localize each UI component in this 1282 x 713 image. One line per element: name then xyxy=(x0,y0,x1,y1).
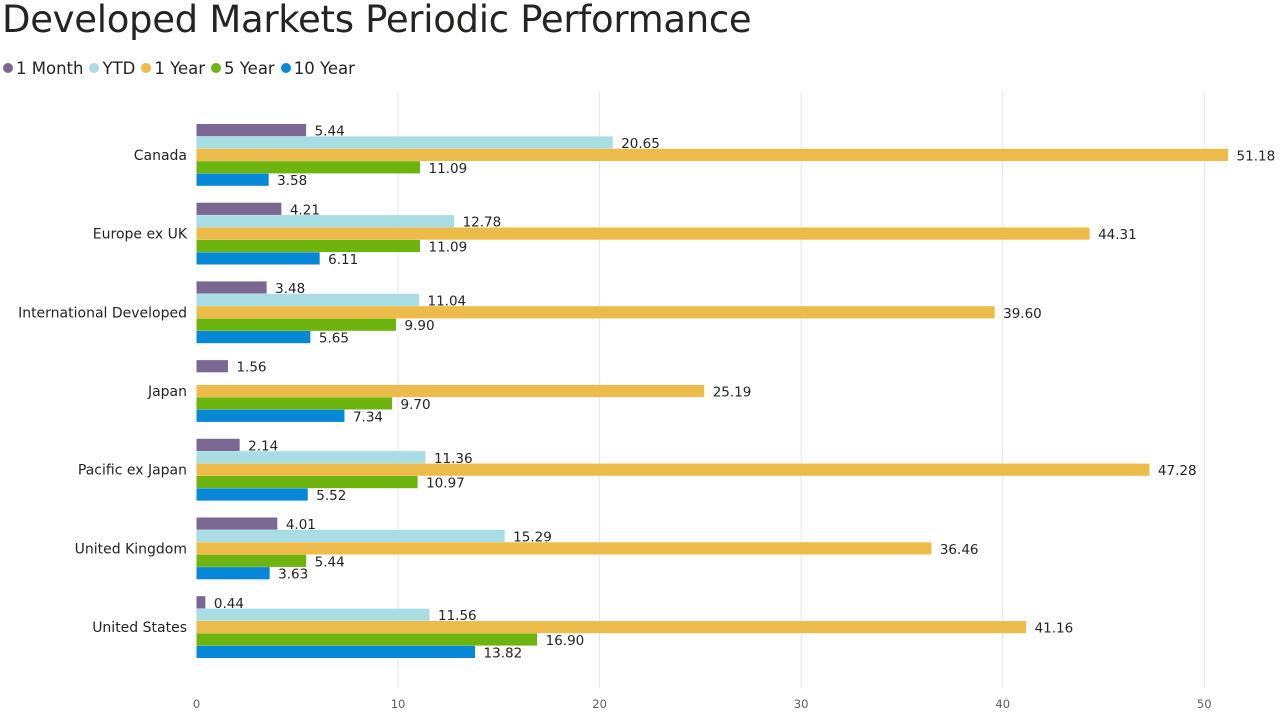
bar xyxy=(196,397,393,410)
bar xyxy=(196,633,538,646)
data-label: 11.36 xyxy=(434,451,473,467)
data-label: 5.44 xyxy=(315,554,345,570)
bar xyxy=(196,227,1090,240)
category-label: United Kingdom xyxy=(75,541,187,557)
data-label: 11.56 xyxy=(438,608,477,624)
data-label: 3.63 xyxy=(278,567,308,583)
bar xyxy=(196,596,206,609)
x-tick-label: 0 xyxy=(193,697,200,711)
data-label: 9.70 xyxy=(401,397,431,413)
bar xyxy=(196,318,397,331)
data-label: 20.65 xyxy=(621,136,660,152)
bar xyxy=(196,488,308,501)
bar xyxy=(196,360,228,373)
chart-title: Developed Markets Periodic Performance xyxy=(2,0,752,41)
bar xyxy=(196,529,505,543)
data-label: 9.90 xyxy=(405,318,435,334)
bar xyxy=(196,621,1027,634)
category-label: Europe ex UK xyxy=(93,227,188,243)
legend-item[interactable]: 1 Year xyxy=(141,59,205,78)
data-label: 11.09 xyxy=(429,161,468,177)
x-tick-label: 30 xyxy=(794,697,809,711)
x-tick-label: 20 xyxy=(592,697,607,711)
data-label: 5.44 xyxy=(315,124,345,140)
bar xyxy=(196,202,282,215)
bar xyxy=(196,384,705,398)
x-tick-label: 10 xyxy=(391,697,406,711)
legend-swatch xyxy=(211,63,222,73)
legend: 1 Month YTD 1 Year 5 Year 10 Year xyxy=(3,57,361,79)
data-label: 1.56 xyxy=(236,360,266,376)
bar xyxy=(196,148,1229,161)
bar xyxy=(196,451,426,464)
bar xyxy=(196,608,430,621)
bar xyxy=(196,215,455,228)
data-label: 16.90 xyxy=(546,633,585,649)
bar xyxy=(196,252,320,265)
data-label: 39.60 xyxy=(1003,306,1042,322)
legend-label: 1 Year xyxy=(154,58,206,78)
data-label: 5.65 xyxy=(319,331,349,347)
bar xyxy=(196,306,995,319)
legend-swatch xyxy=(89,63,100,73)
data-label: 7.34 xyxy=(353,409,383,425)
data-label: 11.09 xyxy=(429,240,468,256)
data-label: 36.46 xyxy=(940,542,979,558)
legend-item[interactable]: 10 Year xyxy=(280,58,355,78)
category-label: Pacific ex Japan xyxy=(78,463,187,479)
bar xyxy=(196,136,613,149)
bar xyxy=(196,542,932,555)
data-label: 4.01 xyxy=(286,517,316,533)
bar xyxy=(196,554,307,567)
data-label: 5.52 xyxy=(316,488,346,504)
bar xyxy=(196,331,311,344)
bar xyxy=(196,438,240,451)
legend-swatch xyxy=(141,63,152,73)
data-label: 47.28 xyxy=(1158,463,1197,479)
legend-label: 10 Year xyxy=(293,58,355,78)
data-label: 0.44 xyxy=(214,596,244,612)
bar xyxy=(196,567,270,580)
bar xyxy=(196,173,269,186)
legend-swatch xyxy=(3,63,13,73)
x-tick-label: 40 xyxy=(995,697,1010,711)
x-tick-label: 50 xyxy=(1197,697,1212,711)
bar xyxy=(196,463,1150,476)
category-label: Canada xyxy=(134,148,187,164)
data-label: 12.78 xyxy=(463,215,502,231)
bar xyxy=(196,517,278,530)
data-label: 2.14 xyxy=(248,438,278,454)
category-label: International Developed xyxy=(18,305,187,321)
legend-label: 5 Year xyxy=(224,58,275,78)
bar xyxy=(196,645,476,658)
legend-swatch xyxy=(280,63,291,73)
data-label: 3.58 xyxy=(277,173,307,189)
legend-item[interactable]: YTD xyxy=(89,59,135,78)
legend-label: YTD xyxy=(102,58,136,78)
data-label: 41.16 xyxy=(1035,621,1074,637)
bar xyxy=(196,281,267,294)
category-label: Japan xyxy=(147,384,187,400)
category-label: United States xyxy=(92,620,187,636)
data-label: 25.19 xyxy=(713,385,752,401)
data-label: 3.48 xyxy=(275,281,305,297)
data-label: 11.04 xyxy=(428,293,467,309)
data-label: 4.21 xyxy=(290,202,320,218)
data-label: 10.97 xyxy=(426,476,465,492)
bar xyxy=(196,293,420,306)
legend-item[interactable]: 5 Year xyxy=(211,59,275,78)
bar xyxy=(196,239,421,253)
data-label: 6.11 xyxy=(328,252,358,268)
bar xyxy=(196,124,307,137)
bar xyxy=(196,409,345,422)
bar xyxy=(196,161,421,174)
legend-label: 1 Month xyxy=(16,58,84,78)
bar xyxy=(196,476,418,489)
legend-item[interactable]: 1 Month xyxy=(3,59,83,78)
data-label: 44.31 xyxy=(1098,227,1137,243)
data-label: 51.18 xyxy=(1237,148,1276,164)
data-label: 13.82 xyxy=(484,645,523,661)
data-label: 15.29 xyxy=(513,530,552,546)
